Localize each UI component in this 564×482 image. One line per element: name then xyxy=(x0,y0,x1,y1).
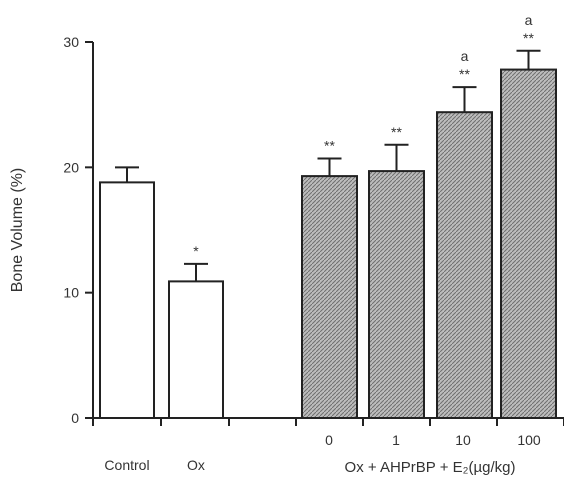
group-label: Ox + AHPrBP + E₂(µg/kg) xyxy=(345,459,516,476)
annotation-100-1: ** xyxy=(523,30,534,46)
annotation-0-0: ** xyxy=(324,138,335,154)
annotation-100-0: a xyxy=(525,12,533,28)
bar-0 xyxy=(301,175,358,419)
bar-Control xyxy=(99,181,155,419)
x-label-0: 0 xyxy=(325,432,333,448)
y-tick-label-30: 30 xyxy=(63,34,79,50)
annotations: *****a**a** xyxy=(193,12,534,259)
bar-1 xyxy=(368,170,425,419)
annotation-10-0: a xyxy=(461,48,469,64)
annotation-10-1: ** xyxy=(459,66,470,82)
error-bars xyxy=(115,49,541,282)
y-tick-label-10: 10 xyxy=(63,285,79,301)
y-tick-label-20: 20 xyxy=(63,159,79,175)
x-labels: Control Ox 0 1 10 100 xyxy=(92,418,564,473)
bar-10 xyxy=(436,111,493,419)
annotation-Ox-0: * xyxy=(193,243,199,259)
x-label-10: 10 xyxy=(455,432,471,448)
x-label-1: 1 xyxy=(392,432,400,448)
x-label-Ox: Ox xyxy=(187,457,205,473)
bar-Ox xyxy=(168,280,224,419)
x-label-Control: Control xyxy=(104,457,149,473)
annotation-1-0: ** xyxy=(391,124,402,140)
y-tick-label-0: 0 xyxy=(71,410,79,426)
bar-100 xyxy=(500,68,557,419)
y-ticks: 0 10 20 30 xyxy=(63,34,93,426)
bars xyxy=(99,68,557,419)
y-axis-label: Bone Volume (%) xyxy=(9,168,26,293)
x-label-100: 100 xyxy=(517,432,541,448)
